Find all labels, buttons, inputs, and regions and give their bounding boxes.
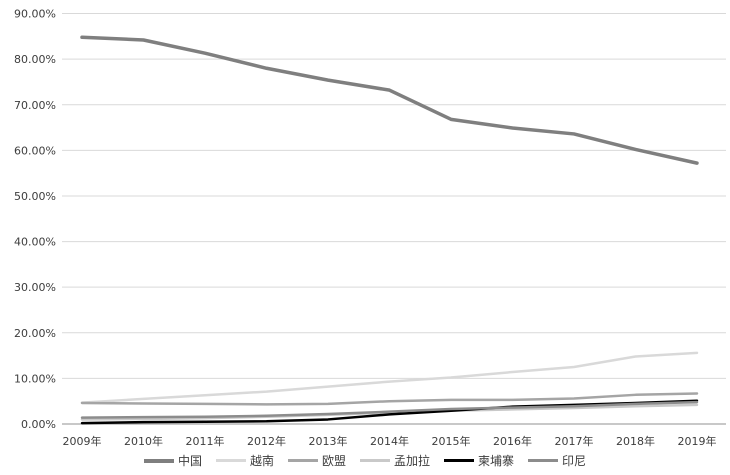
x-tick-label: 2013年	[309, 434, 348, 448]
x-tick-label: 2016年	[493, 434, 532, 448]
legend-item-3: 孟加拉	[360, 452, 430, 469]
y-tick-label: 60.00%	[14, 144, 56, 157]
legend-label: 孟加拉	[394, 454, 431, 468]
legend-swatch-icon	[360, 459, 390, 462]
legend-swatch-icon	[444, 459, 475, 462]
y-tick-label: 30.00%	[14, 281, 56, 294]
x-tick-label: 2018年	[616, 434, 655, 448]
x-tick-label: 2010年	[124, 434, 163, 448]
series-line-5	[80, 400, 699, 419]
legend-label: 欧盟	[321, 454, 346, 468]
legend-label: 中国	[177, 454, 202, 468]
y-tick-label: 10.00%	[14, 372, 56, 385]
legend-label: 柬埔寨	[478, 454, 515, 468]
y-tick-label: 80.00%	[14, 53, 56, 66]
series-line-2	[80, 392, 699, 406]
legend-swatch-icon	[143, 458, 174, 463]
legend-label: 越南	[249, 454, 274, 468]
legend-swatch-icon	[215, 459, 246, 462]
legend-item-2: 欧盟	[287, 452, 346, 469]
x-tick-label: 2019年	[678, 434, 717, 448]
x-tick-label: 2017年	[555, 434, 594, 448]
x-tick-label: 2011年	[186, 434, 225, 448]
legend-item-4: 柬埔寨	[444, 452, 514, 469]
series-line-0	[80, 35, 699, 165]
y-tick-label: 70.00%	[14, 99, 56, 112]
x-tick-label: 2015年	[432, 434, 471, 448]
legend-swatch-icon	[287, 459, 318, 462]
chart-legend: 中国 越南 欧盟 孟加拉 柬埔寨 印尼	[0, 452, 730, 469]
y-tick-label: 20.00%	[14, 327, 56, 340]
series-line-1	[80, 351, 699, 404]
legend-swatch-icon	[528, 459, 559, 462]
legend-label: 印尼	[562, 454, 587, 468]
x-tick-label: 2009年	[63, 434, 102, 448]
legend-item-5: 印尼	[528, 452, 586, 469]
x-tick-label: 2014年	[370, 434, 409, 448]
legend-item-0: 中国	[143, 452, 202, 469]
y-tick-label: 40.00%	[14, 236, 56, 249]
y-tick-label: 0.00%	[21, 418, 56, 431]
y-tick-label: 90.00%	[14, 8, 56, 21]
y-tick-label: 50.00%	[14, 190, 56, 203]
x-tick-label: 2012年	[247, 434, 286, 448]
legend-item-1: 越南	[215, 452, 274, 469]
